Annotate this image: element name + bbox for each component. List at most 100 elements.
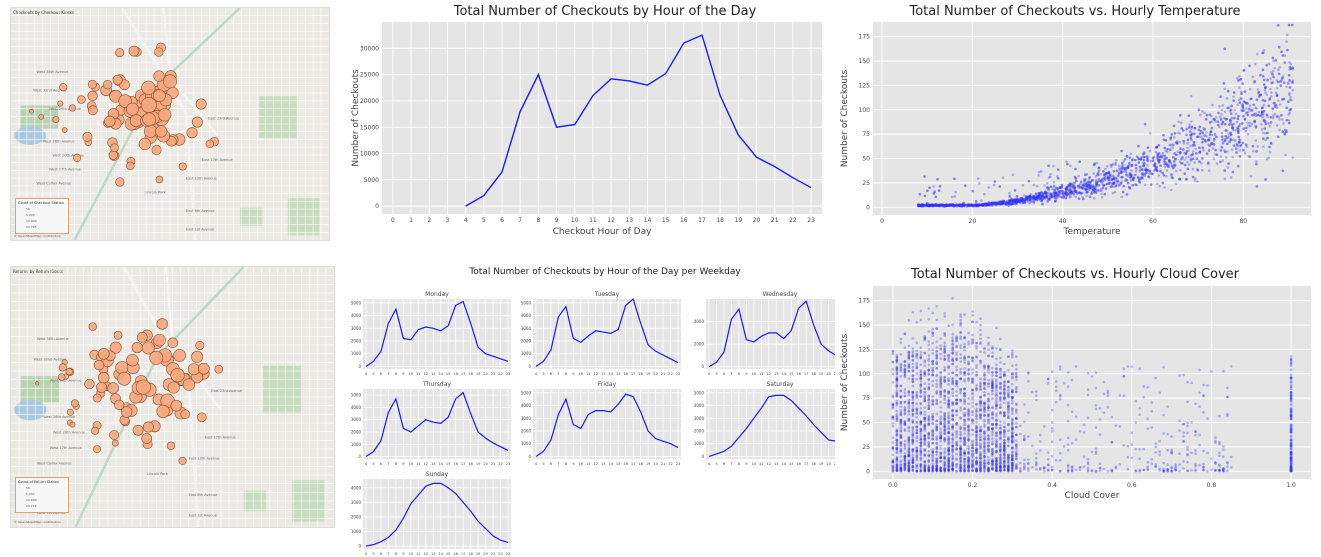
scatter-point — [975, 415, 978, 418]
scatter-point — [1017, 200, 1021, 203]
scatter-point — [951, 323, 954, 327]
map-legend: Count of Return Station 56 5,000 10,000 … — [15, 477, 69, 513]
scatter-point — [1223, 139, 1227, 143]
scatter-point — [926, 204, 930, 207]
scatter-point — [927, 348, 931, 351]
scatter-point — [1289, 402, 1293, 405]
scatter-point — [1169, 144, 1173, 147]
x-tick-label: 4 — [365, 462, 368, 466]
scatter-point — [1194, 430, 1197, 433]
scatter-point — [1109, 181, 1112, 185]
kiosk-marker — [131, 342, 143, 354]
scatter-point — [1120, 180, 1123, 184]
scatter-point — [1002, 200, 1005, 204]
scatter-point — [1105, 165, 1109, 168]
scatter-point — [1113, 176, 1116, 179]
scatter-point — [1073, 181, 1076, 185]
scatter-point — [958, 203, 962, 207]
scatter-point — [942, 203, 945, 207]
scatter-point — [1042, 425, 1046, 428]
scatter-point — [1015, 202, 1018, 206]
scatter-point — [980, 204, 984, 207]
scatter-point — [1130, 443, 1134, 446]
scatter-point — [1170, 173, 1173, 176]
scatter-point — [970, 203, 974, 206]
scatter-point — [899, 405, 903, 409]
scatter-point — [934, 203, 937, 207]
scatter-point — [1065, 185, 1068, 189]
scatter-point — [1001, 199, 1004, 203]
scatter-point — [1263, 120, 1267, 123]
scatter-point — [1199, 113, 1202, 117]
scatter-point — [1281, 54, 1285, 57]
scatter-point — [939, 203, 943, 207]
scatter-point — [994, 203, 998, 207]
scatter-point — [1207, 169, 1211, 173]
scatter-point — [967, 204, 971, 207]
scatter-point — [920, 203, 924, 207]
scatter-point — [1061, 191, 1064, 195]
scatter-point — [962, 202, 966, 206]
scatter-point — [985, 202, 989, 206]
scatter-point — [1223, 122, 1227, 126]
scatter-point — [1033, 196, 1037, 200]
scatter-point — [1226, 106, 1230, 110]
scatter-point — [1130, 158, 1134, 162]
scatter-point — [1166, 164, 1170, 168]
scatter-point — [1067, 188, 1071, 192]
scatter-point — [1094, 182, 1098, 186]
scatter-point — [1221, 138, 1224, 141]
scatter-point — [998, 203, 1002, 206]
scatter-point — [1248, 104, 1252, 108]
scatter-point — [1226, 136, 1229, 140]
scatter-point — [1148, 132, 1152, 135]
scatter-point — [951, 203, 955, 207]
scatter-point — [980, 204, 984, 207]
scatter-point — [1227, 132, 1230, 135]
scatter-point — [1239, 97, 1243, 100]
scatter-point — [1028, 195, 1032, 199]
scatter-point — [1238, 154, 1242, 158]
scatter-point — [1001, 176, 1005, 179]
scatter-point — [1178, 132, 1182, 135]
scatter-point — [1171, 143, 1174, 146]
scatter-point — [1228, 140, 1231, 144]
scatter-point — [1011, 199, 1015, 203]
scatter-point — [1047, 176, 1051, 179]
scatter-point — [984, 202, 987, 206]
scatter-point — [1186, 138, 1190, 142]
scatter-point — [1081, 186, 1085, 190]
scatter-point — [1181, 148, 1185, 151]
scatter-point — [1046, 457, 1050, 461]
scatter-point — [1043, 195, 1046, 198]
scatter-point — [1128, 172, 1132, 175]
scatter-point — [1147, 175, 1150, 178]
scatter-point — [929, 204, 932, 208]
kiosk-marker — [91, 426, 100, 435]
scatter-point — [934, 195, 938, 199]
scatter-point — [899, 341, 903, 345]
scatter-point — [991, 433, 994, 437]
scatter-point — [903, 346, 907, 349]
scatter-point — [1213, 137, 1216, 141]
scatter-point — [1079, 186, 1083, 190]
x-tick-label: 7 — [387, 552, 389, 555]
scatter-point — [1134, 163, 1138, 167]
scatter-point — [1262, 48, 1266, 52]
street-label: East 17th Avenue — [205, 436, 236, 440]
y-tick-label: 0 — [866, 204, 870, 211]
scatter-point — [1022, 198, 1025, 202]
scatter-point — [931, 311, 935, 315]
scatter-point — [1071, 190, 1074, 194]
scatter-point — [1052, 180, 1056, 184]
scatter-point — [1046, 181, 1049, 185]
scatter-point — [1251, 144, 1255, 148]
scatter-point — [1219, 115, 1222, 119]
scatter-point — [1261, 131, 1265, 135]
scatter-point — [1189, 136, 1193, 140]
scatter-point — [1268, 98, 1271, 101]
scatter-point — [1115, 183, 1119, 186]
y-tick-label: 125 — [859, 82, 871, 89]
scatter-point — [1259, 73, 1262, 77]
scatter-point — [1198, 151, 1201, 154]
